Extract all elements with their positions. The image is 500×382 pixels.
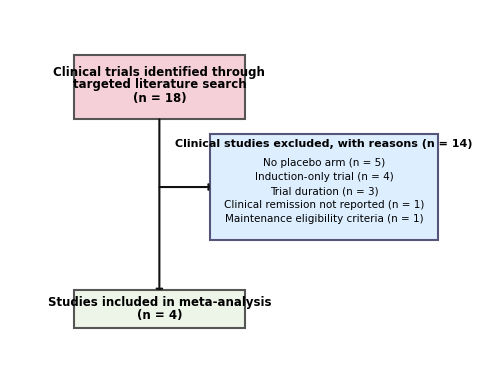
Text: No placebo arm (n = 5): No placebo arm (n = 5) <box>263 159 385 168</box>
Text: Clinical remission not reported (n = 1): Clinical remission not reported (n = 1) <box>224 200 424 210</box>
FancyBboxPatch shape <box>74 290 244 328</box>
Text: targeted literature search: targeted literature search <box>72 78 246 91</box>
Text: Studies included in meta-analysis: Studies included in meta-analysis <box>48 296 271 309</box>
Text: Maintenance eligibility criteria (n = 1): Maintenance eligibility criteria (n = 1) <box>225 214 424 224</box>
Text: (n = 4): (n = 4) <box>136 309 182 322</box>
FancyBboxPatch shape <box>74 55 244 119</box>
Text: Clinical studies excluded, with reasons (n = 14): Clinical studies excluded, with reasons … <box>176 139 473 149</box>
Text: Clinical trials identified through: Clinical trials identified through <box>54 66 266 79</box>
FancyBboxPatch shape <box>210 134 438 240</box>
Text: Induction-only trial (n = 4): Induction-only trial (n = 4) <box>254 172 394 182</box>
Text: Trial duration (n = 3): Trial duration (n = 3) <box>270 186 378 196</box>
Text: (n = 18): (n = 18) <box>132 92 186 105</box>
